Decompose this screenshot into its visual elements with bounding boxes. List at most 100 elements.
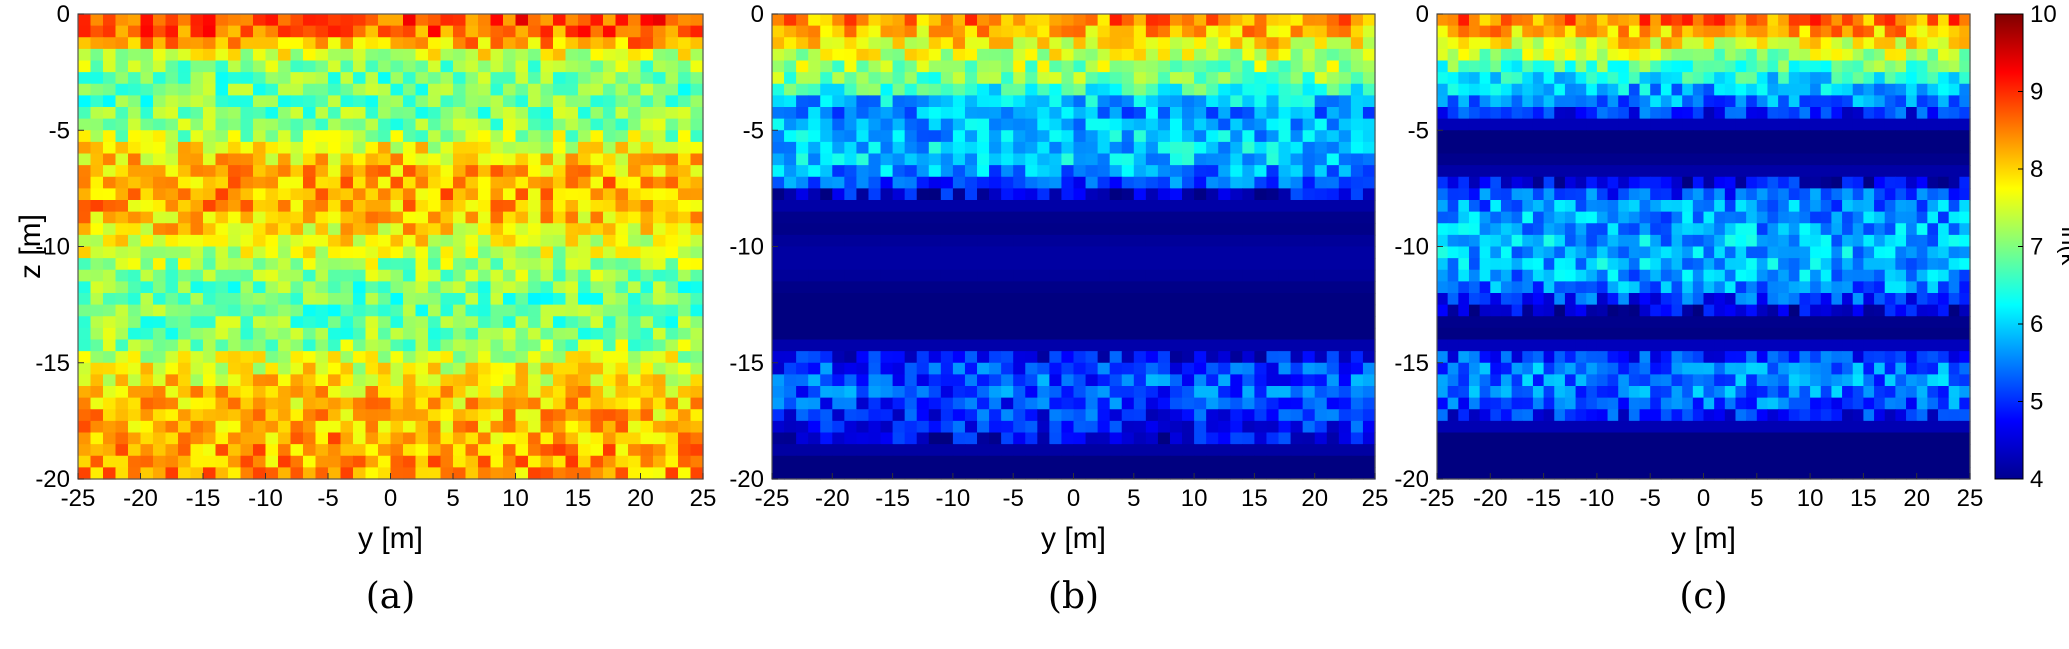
heatmap-cell [1671, 48, 1683, 62]
heatmap-cell [378, 72, 392, 85]
heatmap-cell [784, 258, 797, 271]
heatmap-cell [1302, 153, 1316, 166]
heatmap-cell [653, 72, 667, 85]
heatmap-cell [1302, 455, 1316, 468]
heatmap-cell [1218, 48, 1231, 62]
heatmap-cell [478, 107, 492, 120]
heatmap-cell [1085, 281, 1099, 294]
heatmap-cell [328, 188, 342, 201]
heatmap-cell [103, 107, 117, 120]
heatmap-cell [977, 48, 990, 62]
heatmap-cell [1692, 107, 1705, 120]
heatmap-cell [1061, 200, 1075, 213]
heatmap-cell [952, 25, 966, 38]
heatmap-cell [1290, 374, 1304, 387]
heatmap-cell [1157, 153, 1171, 166]
heatmap-cell [832, 304, 845, 317]
heatmap-cell [1362, 281, 1376, 294]
heatmap-cell [1820, 83, 1833, 96]
heatmap-cell [1532, 48, 1545, 62]
x-tick-label: 0 [1067, 485, 1080, 512]
heatmap-cell [1145, 351, 1159, 364]
heatmap-cell [1350, 432, 1364, 445]
heatmap-cell [1169, 281, 1183, 294]
heatmap-cell [1085, 141, 1099, 155]
heatmap-cell [1013, 176, 1026, 189]
heatmap-cell [1522, 188, 1534, 201]
heatmap-cell [1025, 432, 1038, 445]
heatmap-cell [1767, 25, 1779, 38]
heatmap-cell [1218, 351, 1231, 364]
heatmap-cell [1182, 386, 1195, 399]
heatmap-cell [78, 118, 92, 131]
heatmap-cell [856, 188, 870, 201]
heatmap-cell [690, 432, 704, 445]
heatmap-cell [844, 60, 858, 73]
heatmap-cell [178, 118, 192, 131]
heatmap-cell [578, 37, 592, 50]
heatmap-cell [353, 362, 367, 375]
heatmap-cell [1831, 153, 1843, 166]
heatmap-cell [1314, 176, 1328, 189]
y-tick-label: -15 [35, 350, 70, 377]
heatmap-cell [615, 316, 629, 329]
heatmap-cell [1511, 200, 1523, 213]
heatmap-cell [989, 304, 1002, 317]
heatmap-cell [1618, 176, 1630, 189]
heatmap-cell [808, 327, 821, 341]
heatmap-cell [1121, 48, 1135, 62]
heatmap-cell [808, 444, 821, 457]
heatmap-cell [1959, 141, 1971, 155]
heatmap-cell [1938, 141, 1950, 155]
heatmap-cell [615, 269, 629, 282]
heatmap-cell [1194, 281, 1207, 294]
heatmap-cell [1479, 188, 1491, 201]
heatmap-cell [103, 409, 117, 422]
heatmap-cell [140, 420, 154, 434]
heatmap-cell [1085, 397, 1099, 410]
heatmap-cell [1169, 200, 1183, 213]
heatmap-cell [1266, 444, 1280, 457]
heatmap-cell [678, 200, 692, 213]
heatmap-cell [1133, 362, 1147, 375]
heatmap-cell [390, 316, 404, 329]
heatmap-cell [1314, 83, 1328, 96]
heatmap-cell [278, 25, 292, 38]
heatmap-cell [690, 130, 704, 143]
heatmap-cell [1338, 281, 1352, 294]
heatmap-cell [178, 293, 192, 306]
heatmap-cell [1767, 176, 1779, 189]
heatmap-cell [1061, 107, 1075, 120]
heatmap-cell [90, 200, 104, 213]
heatmap-cell [203, 269, 217, 282]
heatmap-cell [303, 14, 317, 27]
heatmap-cell [1447, 83, 1459, 96]
heatmap-cell [1874, 176, 1886, 189]
heatmap-cell [940, 327, 954, 341]
heatmap-cell [340, 351, 354, 364]
heatmap-cell [1628, 211, 1641, 224]
heatmap-cell [1650, 130, 1662, 143]
heatmap-cell [1182, 211, 1195, 224]
heatmap-cell [178, 397, 192, 410]
heatmap-cell [1607, 95, 1619, 108]
heatmap-cell [1735, 107, 1747, 120]
heatmap-cell [1314, 223, 1328, 236]
heatmap-cell [440, 107, 454, 120]
heatmap-cell [165, 281, 179, 294]
heatmap-cell [265, 293, 279, 306]
heatmap-cell [1767, 83, 1779, 96]
heatmap-cell [178, 269, 192, 282]
heatmap-cell [1266, 397, 1280, 410]
heatmap-cell [628, 83, 642, 96]
heatmap-cell [578, 362, 592, 375]
heatmap-cell [1756, 48, 1769, 62]
heatmap-cell [856, 386, 870, 399]
heatmap-cell [490, 339, 504, 352]
heatmap-cell [278, 467, 292, 480]
heatmap-cell [1767, 165, 1779, 178]
heatmap-cell [1025, 60, 1038, 73]
heatmap-cell [465, 48, 479, 62]
heatmap-cell [390, 234, 404, 248]
heatmap-cell [590, 188, 604, 201]
